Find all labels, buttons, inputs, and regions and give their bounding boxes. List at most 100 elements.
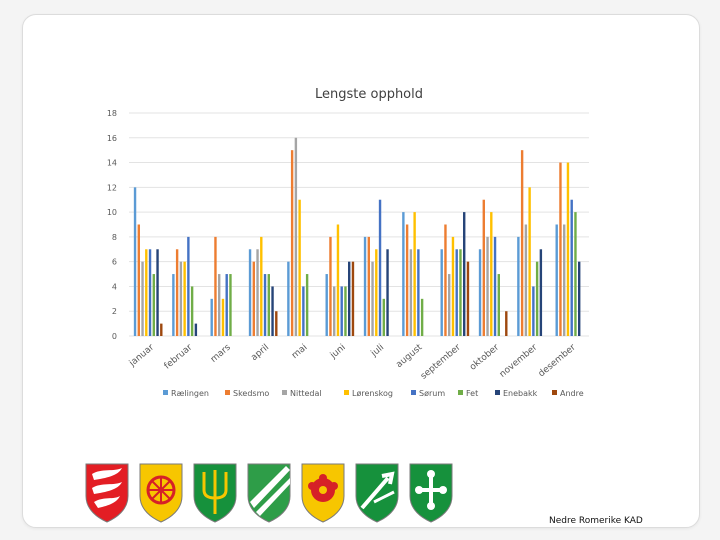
bar-januar-Enebakk bbox=[156, 249, 159, 336]
y-tick-label: 12 bbox=[107, 183, 117, 192]
legend-swatch bbox=[282, 390, 287, 395]
arrow-crest-icon bbox=[355, 463, 399, 523]
legend-swatch bbox=[225, 390, 230, 395]
bar-november-Rælingen bbox=[517, 236, 520, 336]
bar-mai-Rælingen bbox=[287, 261, 290, 336]
legend-label: Sørum bbox=[419, 389, 445, 398]
bar-januar-Rælingen bbox=[133, 187, 137, 336]
legend-swatch bbox=[552, 390, 557, 395]
bar-juli-Nittedal bbox=[371, 261, 374, 336]
bar-juli-Fet bbox=[382, 298, 385, 336]
y-tick-label: 6 bbox=[112, 258, 117, 267]
bar-august-Lørenskog bbox=[413, 212, 416, 336]
x-tick-label: februar bbox=[163, 342, 195, 371]
bar-april-Sørum bbox=[263, 274, 267, 336]
bar-oktober-Skedsmo bbox=[482, 199, 485, 336]
bar-juli-Lørenskog bbox=[375, 249, 378, 336]
bar-mai-Sørum bbox=[302, 286, 305, 336]
bar-juni-Sørum bbox=[340, 286, 343, 336]
legend-label: Enebakk bbox=[503, 389, 538, 398]
bar-april-Lørenskog bbox=[260, 236, 263, 336]
diagonal-stripes-crest-icon bbox=[247, 463, 291, 523]
y-tick-label: 4 bbox=[112, 282, 117, 291]
rose-crest-icon bbox=[301, 463, 345, 523]
legend-label: Andre bbox=[560, 389, 584, 398]
y-tick-label: 18 bbox=[107, 109, 117, 118]
bar-februar-Skedsmo bbox=[175, 249, 179, 336]
x-tick-label: april bbox=[249, 343, 271, 363]
bar-juni-Lørenskog bbox=[336, 224, 340, 336]
bar-juli-Enebakk bbox=[386, 249, 389, 336]
bar-mars-Skedsmo bbox=[214, 236, 217, 336]
bar-juni-Nittedal bbox=[333, 286, 336, 336]
bar-februar-Lørenskog bbox=[183, 261, 186, 336]
bar-oktober-Fet bbox=[497, 274, 500, 336]
bar-juli-Rælingen bbox=[363, 236, 367, 336]
bar-desember-Fet bbox=[574, 212, 577, 336]
y-tick-label: 0 bbox=[112, 332, 117, 341]
legend-label: Lørenskog bbox=[352, 389, 393, 398]
bar-juni-Skedsmo bbox=[329, 236, 332, 336]
bar-mai-Fet bbox=[305, 274, 309, 336]
x-tick-label: november bbox=[498, 342, 540, 379]
bar-juli-Sørum bbox=[378, 199, 382, 336]
bar-mai-Skedsmo bbox=[290, 150, 294, 336]
bar-september-Rælingen bbox=[440, 249, 443, 336]
bar-april-Nittedal bbox=[256, 249, 259, 336]
bar-desember-Sørum bbox=[570, 199, 573, 336]
bar-september-Nittedal bbox=[448, 274, 451, 336]
bar-april-Enebakk bbox=[271, 286, 274, 336]
bar-desember-Skedsmo bbox=[559, 162, 562, 336]
bar-mars-Nittedal bbox=[218, 274, 221, 336]
bar-januar-Nittedal bbox=[141, 261, 144, 336]
trident-crest-icon bbox=[193, 463, 237, 523]
bar-oktober-Lørenskog bbox=[490, 212, 493, 336]
bar-november-Nittedal bbox=[524, 224, 528, 336]
bar-januar-Skedsmo bbox=[137, 224, 140, 336]
x-tick-label: januar bbox=[127, 342, 156, 369]
bar-mai-Lørenskog bbox=[298, 199, 301, 336]
legend-label: Fet bbox=[466, 389, 478, 398]
bar-mars-Fet bbox=[229, 274, 232, 336]
chart-title: Lengste opphold bbox=[315, 87, 423, 102]
bar-desember-Nittedal bbox=[563, 224, 566, 336]
bar-juni-Fet bbox=[344, 286, 347, 336]
bar-desember-Lørenskog bbox=[566, 162, 570, 336]
bar-chart: Lengste opphold 0 2 4 6 8 10 12 14 16 18 januar febr… bbox=[107, 87, 589, 398]
clover-cross-crest-icon bbox=[409, 463, 453, 523]
bar-mars-Lørenskog bbox=[221, 298, 225, 336]
y-tick-label: 2 bbox=[112, 307, 117, 316]
bar-januar-Lørenskog bbox=[145, 249, 148, 336]
legend-label: Nittedal bbox=[290, 389, 322, 398]
bar-september-Skedsmo bbox=[444, 224, 447, 336]
x-tick-label: desember bbox=[537, 342, 578, 379]
bar-september-Fet bbox=[459, 249, 462, 336]
bar-oktober-Rælingen bbox=[478, 249, 482, 336]
feathers-crest-icon bbox=[85, 463, 129, 523]
bar-september-Lørenskog bbox=[451, 236, 455, 336]
bar-juni-Andre bbox=[351, 261, 355, 336]
bar-august-Rælingen bbox=[402, 212, 405, 336]
legend-swatch bbox=[344, 390, 349, 395]
bar-oktober-Nittedal bbox=[486, 236, 489, 336]
bar-desember-Rælingen bbox=[555, 224, 558, 336]
legend-swatch bbox=[458, 390, 463, 395]
bar-august-Sørum bbox=[417, 249, 420, 336]
bar-november-Sørum bbox=[532, 286, 535, 336]
bar-juni-Rælingen bbox=[325, 274, 328, 336]
x-tick-label: juni bbox=[328, 343, 348, 362]
x-tick-label: august bbox=[394, 342, 424, 370]
x-tick-label: september bbox=[419, 342, 463, 381]
bar-april-Rælingen bbox=[248, 249, 252, 336]
bar-juli-Skedsmo bbox=[367, 236, 370, 336]
bar-august-Nittedal bbox=[409, 249, 413, 336]
bar-mars-Sørum bbox=[225, 274, 228, 336]
y-tick-label: 8 bbox=[112, 233, 117, 242]
legend-label: Skedsmo bbox=[233, 389, 269, 398]
bar-april-Skedsmo bbox=[252, 261, 255, 336]
bar-januar-Sørum bbox=[148, 249, 152, 336]
legend-label: Rælingen bbox=[171, 389, 209, 398]
y-tick-label: 14 bbox=[107, 159, 117, 168]
bar-november-Lørenskog bbox=[528, 187, 531, 336]
slide-card: Lengste opphold 0 2 4 6 8 10 12 14 16 18 januar febr… bbox=[22, 14, 700, 528]
